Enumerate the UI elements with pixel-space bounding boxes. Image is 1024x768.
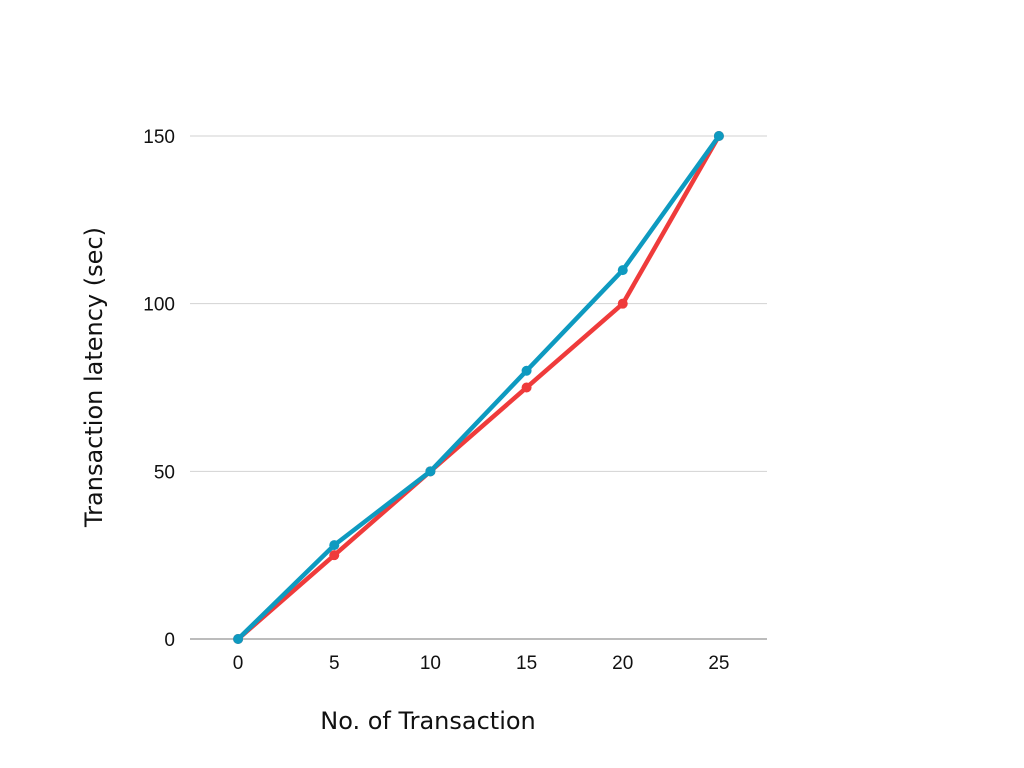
tick-labels: 0 50 100 150 0 5 10 15 20 25 <box>143 127 729 674</box>
data-point <box>617 265 628 276</box>
series-line <box>235 133 722 642</box>
y-tick-label: 0 <box>164 630 175 651</box>
y-tick-label: 50 <box>154 462 175 483</box>
series-2 <box>233 131 724 644</box>
data-point <box>329 540 340 551</box>
y-tick-label: 100 <box>143 295 175 316</box>
x-tick-label: 5 <box>329 653 340 674</box>
x-tick-label: 20 <box>612 653 633 674</box>
x-axis-title: No. of Transaction <box>320 707 536 735</box>
data-point <box>713 131 724 141</box>
series-lines <box>233 131 724 644</box>
x-tick-label: 0 <box>233 653 244 674</box>
gridlines <box>190 135 767 472</box>
x-tick-label: 10 <box>420 653 441 674</box>
series-line <box>235 133 722 642</box>
series-1 <box>233 131 724 644</box>
x-tick-label: 15 <box>516 653 537 674</box>
y-axis-title: Transaction latency (sec) <box>80 227 108 528</box>
data-point <box>521 382 532 393</box>
data-point <box>521 365 532 376</box>
data-point <box>425 466 436 477</box>
data-point <box>329 550 340 561</box>
data-point <box>233 634 244 644</box>
y-tick-label: 150 <box>143 127 175 148</box>
data-point <box>617 298 628 309</box>
x-tick-label: 25 <box>708 653 729 674</box>
